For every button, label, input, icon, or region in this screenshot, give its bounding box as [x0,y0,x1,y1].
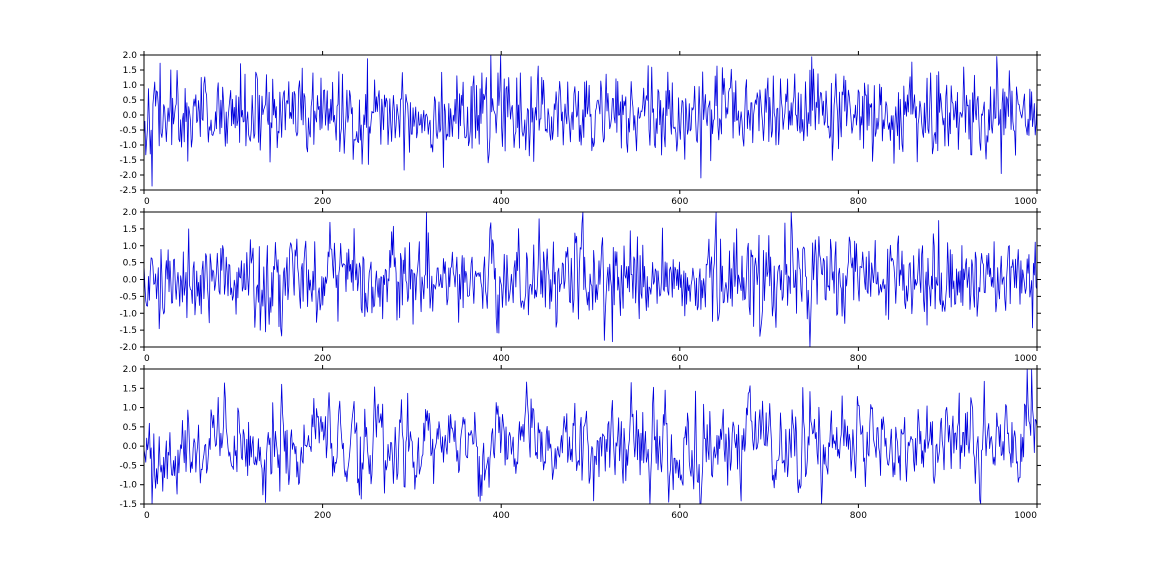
y-tick-label: 2.0 [123,365,138,375]
y-tick-label: -1.5 [119,326,137,336]
y-tick-label: -0.5 [119,292,137,302]
x-tick-label: 1000 [1014,197,1037,207]
y-tick-label: -1.0 [119,481,137,491]
y-tick-label: 1.0 [123,81,138,91]
x-tick-label: 600 [671,197,688,207]
y-tick-label: 1.5 [123,225,137,235]
subplot-2: 2.0 1.5 1.0 0.5 0.0 -0.5 -1.0 -1.5 -2.0 0 200 400 60… [119,208,1041,364]
y-tick-label: 0.5 [123,423,137,433]
x-tick-label: 400 [493,197,510,207]
y-tick-label: 1.5 [123,384,137,394]
x-tick-label: 0 [144,511,150,521]
x-tick-label: 800 [850,354,867,364]
y-tick-label: 0.0 [123,442,138,452]
x-tick-label: 0 [144,197,150,207]
y-tick-label: -2.0 [119,171,137,181]
y-tick-label: -2.0 [119,343,137,353]
y-tick-label: -1.0 [119,141,137,151]
axes-frame-1 [143,54,1038,191]
x-tick-label: 1000 [1014,354,1037,364]
y-tick-label: 0.0 [123,111,138,121]
x-tick-label: 400 [493,511,510,521]
x-tick-label: 1000 [1014,511,1037,521]
x-tick-label: 600 [671,354,688,364]
y-tick-label: -1.5 [119,156,137,166]
noise-line-series-1 [143,54,1038,187]
y-tick-label: 0.0 [123,276,138,286]
axes-frame-3 [143,368,1038,505]
y-tick-label: 1.0 [123,242,138,252]
y-tick-label: 0.5 [123,96,137,106]
noise-line-series-3 [143,368,1038,505]
y-tick-label: 1.0 [123,404,138,414]
y-tick-label: 2.0 [123,51,138,61]
y-tick-label: -1.5 [119,500,137,510]
y-tick-label: 2.0 [123,208,138,218]
x-tick-label: 600 [671,511,688,521]
y-tick-label: -2.5 [119,186,137,196]
x-tick-label: 0 [144,354,150,364]
noise-line-series-2 [143,211,1038,348]
x-tick-label: 800 [850,197,867,207]
y-tick-label: 1.5 [123,66,137,76]
subplot-1: 2.0 1.5 1.0 0.5 0.0 -0.5 -1.0 -1.5 -2.0 -2.5 0 200 4… [119,51,1041,207]
x-tick-label: 400 [493,354,510,364]
y-tick-label: -0.5 [119,126,137,136]
x-tick-label: 200 [314,354,331,364]
x-tick-label: 200 [314,197,331,207]
y-tick-label: 0.5 [123,259,137,269]
y-tick-label: -1.0 [119,309,137,319]
x-tick-label: 200 [314,511,331,521]
y-tick-label: -0.5 [119,461,137,471]
subplot-3: 2.0 1.5 1.0 0.5 0.0 -0.5 -1.0 -1.5 0 200 400 600 800… [119,365,1041,521]
x-tick-label: 800 [850,511,867,521]
